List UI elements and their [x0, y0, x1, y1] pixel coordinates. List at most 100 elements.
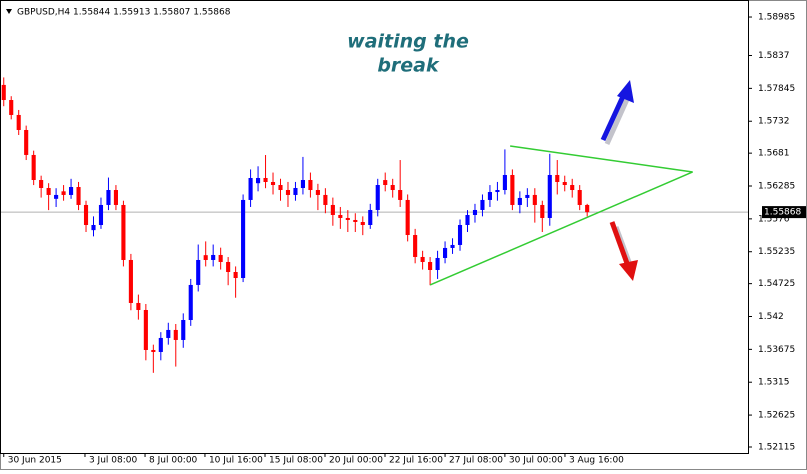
- candle-body: [360, 221, 365, 225]
- candle-body: [98, 204, 104, 225]
- x-tick-label: 10 Jul 16:00: [209, 456, 263, 466]
- candle-body: [136, 302, 141, 310]
- plot-frame: [0, 0, 749, 454]
- candle-body: [443, 247, 448, 258]
- candle-body: [413, 235, 418, 257]
- y-tick-label: 1.52625: [758, 411, 795, 421]
- candle-body: [383, 180, 388, 186]
- candles-layer: [1, 77, 693, 373]
- candle-body: [173, 329, 178, 340]
- y-tick-label: 1.5732: [758, 117, 790, 127]
- trendline: [510, 145, 693, 173]
- candle-body: [577, 190, 582, 205]
- down-arrow: [609, 221, 638, 281]
- candle-body: [547, 174, 552, 218]
- candle-body: [390, 185, 395, 191]
- candle-body: [24, 129, 29, 155]
- candle-body: [76, 187, 81, 205]
- candle-body: [465, 214, 470, 225]
- x-tick-label: 3 Jul 08:00: [89, 456, 138, 466]
- y-tick-label: 1.5576: [758, 214, 790, 224]
- candle-body: [203, 255, 208, 260]
- candle-body: [278, 185, 283, 191]
- annotation-line: break: [377, 55, 440, 77]
- candle-body: [540, 204, 545, 218]
- y-tick-label: 1.5315: [758, 378, 790, 388]
- candle-body: [457, 224, 463, 245]
- y-tick-label: 1.58985: [758, 13, 795, 23]
- y-tick-label: 1.5837: [758, 51, 790, 61]
- candle-body: [241, 199, 246, 279]
- candle-body: [128, 259, 133, 303]
- candle-body: [293, 188, 298, 195]
- candle-body: [233, 272, 238, 279]
- y-tick-label: 1.56285: [758, 182, 795, 192]
- candle-body: [353, 219, 358, 222]
- candle-body: [285, 190, 291, 195]
- candle-body: [106, 190, 111, 205]
- candle-body: [143, 309, 148, 350]
- annotation-line: waiting the: [347, 31, 469, 53]
- candle-body: [121, 204, 126, 260]
- last-price-label: 1.55868: [764, 208, 801, 218]
- candle-body: [420, 256, 425, 262]
- y-tick-label: 1.53675: [758, 345, 795, 355]
- candle-body: [83, 204, 89, 225]
- x-tick-label: 15 Jul 08:00: [269, 456, 323, 466]
- x-tick-label: 20 Jul 00:00: [329, 456, 383, 466]
- x-tick-label: 3 Aug 16:00: [569, 456, 624, 466]
- candle-body: [428, 261, 433, 270]
- candle-body: [525, 194, 530, 198]
- candle-body: [46, 188, 51, 195]
- candle-body: [315, 190, 320, 195]
- candle-body: [375, 185, 380, 210]
- candle-body: [226, 261, 231, 273]
- candle-body: [9, 100, 14, 115]
- candle-body: [54, 194, 59, 199]
- y-tick-label: 1.542: [758, 312, 784, 322]
- candle-body: [398, 190, 403, 200]
- candle-body: [218, 254, 223, 262]
- candle-body: [270, 182, 276, 186]
- candle-body: [585, 204, 590, 213]
- y-tick-label: 1.52115: [758, 442, 795, 452]
- x-tick-label: 22 Jul 16:00: [389, 456, 443, 466]
- menu-icon[interactable]: [6, 9, 12, 14]
- candle-body: [263, 177, 268, 183]
- candle-body: [405, 199, 410, 236]
- x-tick-label: 27 Jul 08:00: [449, 456, 503, 466]
- candle-body: [472, 209, 478, 215]
- candle-body: [510, 174, 515, 205]
- candle-body: [151, 349, 156, 352]
- candle-body: [181, 320, 186, 340]
- candle-body: [300, 179, 305, 189]
- candle-body: [31, 154, 36, 180]
- x-tick-label: 30 Jul 00:00: [509, 456, 563, 466]
- y-tick-label: 1.57845: [758, 84, 795, 94]
- candle-body: [308, 179, 313, 191]
- candle-body: [502, 174, 507, 191]
- candle-body: [570, 185, 575, 191]
- candle-body: [345, 217, 350, 220]
- y-tick-label: 1.55235: [758, 247, 795, 257]
- candle-body: [188, 284, 193, 321]
- candle-body: [435, 257, 440, 270]
- candle-body: [517, 197, 522, 205]
- up-arrow: [600, 80, 634, 146]
- candle-body: [495, 190, 500, 193]
- axes-layer: 1.58985 1.5837 1.57845 1.5732 1.5681 1.56285 1…: [3, 13, 806, 466]
- x-tick-label: 30 Jun 2015: [8, 456, 62, 466]
- chart-header: GBPUSD,H4 1.55844 1.55913 1.55807 1.5586…: [17, 8, 231, 18]
- candle-body: [330, 204, 335, 215]
- candle-body: [256, 177, 261, 184]
- candle-body: [113, 190, 118, 205]
- candle-body: [323, 194, 328, 205]
- candle-body: [1, 84, 6, 101]
- trendline: [429, 171, 693, 286]
- candle-body: [158, 337, 163, 352]
- candle-body: [480, 199, 485, 210]
- candle-body: [487, 192, 492, 200]
